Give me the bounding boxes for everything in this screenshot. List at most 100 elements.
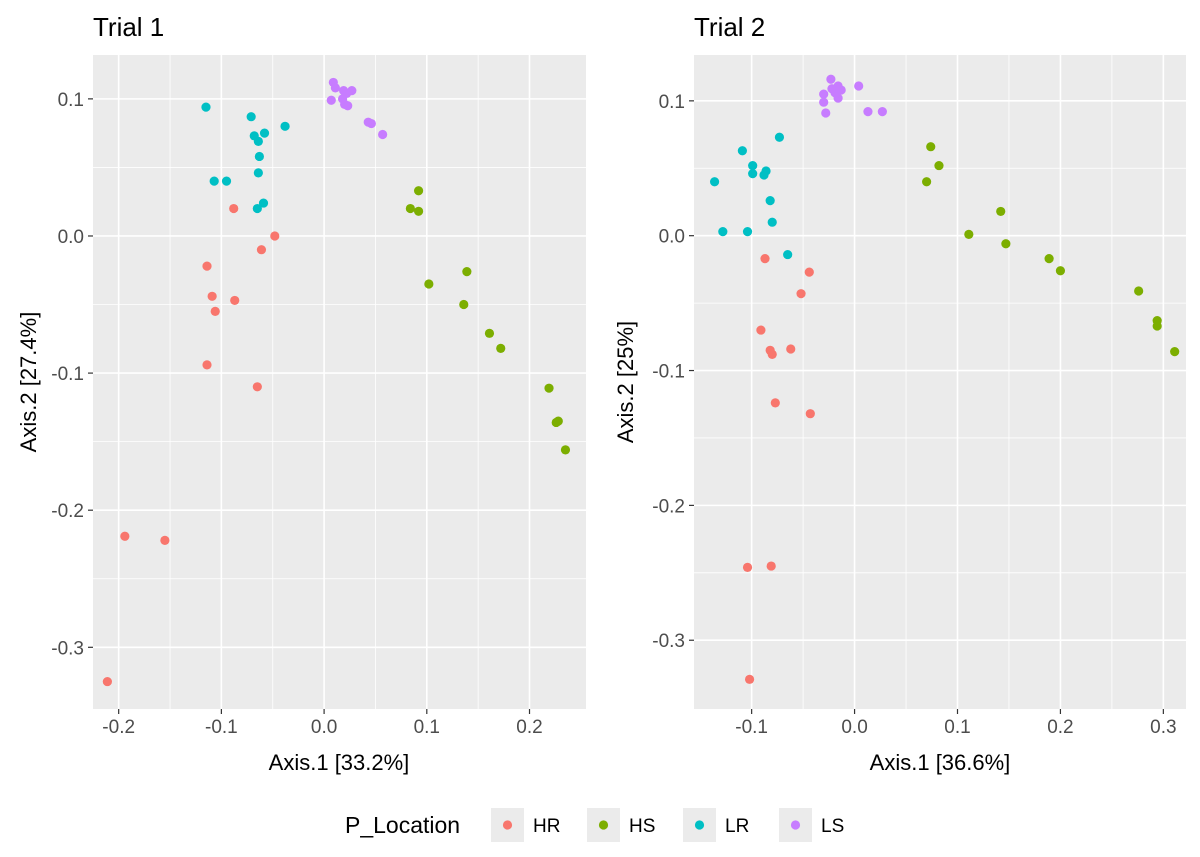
legend-label-hs: HS: [629, 816, 655, 837]
legend-swatch-ls: [790, 820, 801, 830]
point-lr: [742, 227, 753, 237]
x-tick-label: 0.1: [944, 717, 970, 738]
point-hs: [496, 343, 506, 354]
point-ls: [343, 101, 353, 111]
y-tick-label: -0.3: [51, 638, 84, 659]
point-lr: [748, 169, 758, 179]
point-hs: [560, 445, 571, 455]
point-ls: [326, 95, 336, 105]
points-trial-1: [102, 77, 571, 687]
legend-swatch-hs: [598, 820, 609, 830]
point-hr: [160, 535, 170, 545]
point-hr: [229, 203, 239, 214]
points-trial-2: [709, 74, 1180, 684]
y-tick-label: 0.0: [659, 227, 685, 248]
x-tick-label: 0.1: [414, 717, 440, 738]
point-ls: [830, 88, 840, 98]
point-ls: [877, 107, 887, 117]
panel-trial-2: Trial 2 -0.1 0.0 0.1 0.2 0.3 -0.3 -0.2 -0.1 0.0 0…: [613, 12, 1186, 775]
point-lr: [253, 168, 263, 178]
point-hs: [551, 417, 561, 428]
point-hr: [252, 382, 262, 392]
point-hr: [786, 344, 796, 354]
point-ls: [366, 118, 376, 129]
point-ls: [863, 107, 873, 117]
point-hr: [805, 409, 815, 419]
ticks-trial-2: -0.1 0.0 0.1 0.2 0.3 -0.3 -0.2 -0.1 0.0 0.1: [652, 92, 1176, 738]
point-hr: [804, 267, 814, 277]
ticks-trial-1: -0.2 -0.1 0.0 0.1 0.2 -0.3 -0.2 -0.1 0.0 0.1: [51, 90, 542, 738]
point-hs: [934, 160, 944, 171]
point-hs: [424, 279, 434, 289]
point-hs: [413, 186, 424, 196]
y-tick-label: 0.0: [58, 227, 84, 248]
point-lr: [767, 217, 777, 227]
point-lr: [253, 136, 263, 146]
point-lr: [280, 121, 290, 131]
point-ls: [826, 74, 836, 84]
point-hs: [1152, 321, 1162, 331]
panel-title-trial-2: Trial 2: [694, 12, 765, 42]
legend-items: HR HS LR LS: [491, 808, 844, 842]
y-tick-label: -0.1: [51, 364, 84, 385]
point-hr: [766, 561, 776, 571]
x-tick-label: 0.2: [1047, 717, 1073, 738]
point-ls: [821, 108, 831, 118]
point-ls: [819, 89, 829, 99]
legend-label-ls: LS: [821, 816, 844, 837]
point-lr: [258, 198, 269, 208]
point-hs: [1134, 286, 1144, 296]
point-hs: [459, 299, 469, 310]
x-tick-label: -0.1: [735, 717, 768, 738]
point-hr: [102, 676, 112, 687]
panel-title-trial-1: Trial 1: [93, 12, 164, 42]
panel-trial-1: Trial 1 -0.2 -0.1 0.0 0.1 0.2 -0.3 -0.2 -0.1 0.0…: [16, 12, 586, 775]
y-tick-label: -0.2: [51, 501, 84, 522]
point-hs: [1170, 347, 1180, 357]
point-lr: [718, 227, 728, 237]
point-lr: [201, 102, 211, 112]
legend-label-lr: LR: [725, 816, 749, 837]
legend-swatch-hr: [502, 820, 513, 830]
point-lr: [765, 196, 775, 206]
x-tick-label: -0.1: [205, 717, 238, 738]
point-hs: [413, 206, 424, 216]
point-hr: [256, 245, 267, 255]
minor-grid-trial-1: [93, 55, 586, 709]
point-hs: [1001, 239, 1011, 249]
point-hr: [770, 398, 780, 408]
point-hr: [767, 349, 777, 359]
point-ls: [330, 83, 340, 93]
point-hr: [270, 231, 280, 241]
point-hs: [484, 328, 495, 338]
point-lr: [221, 176, 232, 186]
point-ls: [378, 129, 388, 140]
x-tick-label: 0.0: [841, 717, 867, 738]
y-tick-label: -0.2: [652, 496, 685, 517]
point-hs: [405, 203, 415, 214]
y-axis-title-trial-2: Axis.2 [25%]: [613, 321, 638, 443]
x-axis-title-trial-1: Axis.1 [33.2%]: [269, 750, 410, 775]
point-hs: [922, 177, 932, 187]
point-lr: [774, 132, 785, 142]
point-hr: [744, 674, 755, 684]
y-tick-label: -0.3: [652, 631, 685, 652]
plot-area-trial-1: [93, 55, 586, 709]
y-tick-label: -0.1: [652, 362, 685, 383]
point-hs: [996, 206, 1006, 217]
point-lr: [748, 160, 758, 171]
point-hr: [756, 325, 766, 335]
point-lr: [759, 170, 769, 180]
point-lr: [737, 146, 747, 156]
point-lr: [259, 128, 270, 138]
point-lr: [254, 151, 264, 162]
y-axis-title-trial-1: Axis.2 [27.4%]: [16, 312, 41, 453]
point-hs: [462, 267, 472, 277]
x-axis-title-trial-2: Axis.1 [36.6%]: [870, 750, 1011, 775]
legend-label-hr: HR: [533, 816, 560, 837]
point-lr: [783, 249, 793, 260]
x-tick-label: 0.2: [516, 717, 542, 738]
point-hr: [796, 289, 806, 299]
point-hs: [1044, 254, 1054, 264]
legend-swatch-lr: [694, 820, 705, 830]
